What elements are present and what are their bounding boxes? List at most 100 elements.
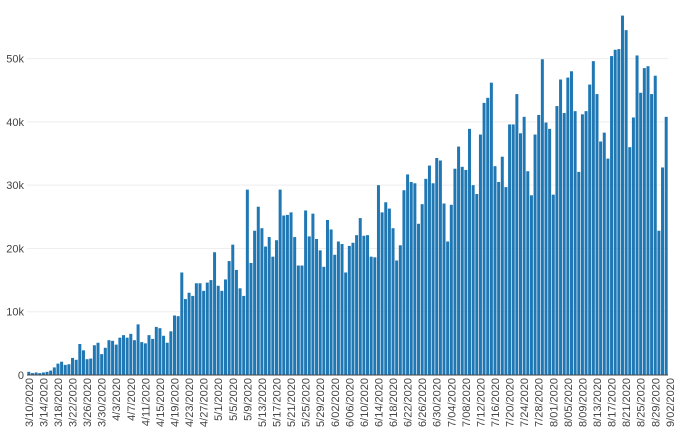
bar (610, 56, 614, 376)
bar (242, 295, 246, 375)
bar (613, 49, 617, 375)
x-tick-label: 7/28/2020 (534, 378, 546, 427)
x-tick-label: 8/05/2020 (563, 378, 575, 427)
bar (118, 337, 122, 375)
bar (427, 165, 431, 375)
bar (81, 350, 85, 375)
x-tick-label: 7/04/2020 (446, 378, 458, 427)
bar (347, 245, 351, 375)
bar (391, 228, 395, 375)
x-tick-label: 6/06/2020 (344, 378, 356, 427)
bar (209, 280, 213, 375)
x-tick-label: 5/13/2020 (257, 378, 269, 427)
bar (336, 241, 340, 375)
bar (216, 285, 220, 375)
bar (256, 206, 260, 375)
bar (380, 212, 384, 375)
bar (366, 235, 370, 375)
bar (52, 367, 56, 375)
bar (49, 370, 53, 375)
x-tick-label: 6/18/2020 (388, 378, 400, 427)
x-tick-label: 7/16/2020 (490, 378, 502, 427)
bar (27, 371, 31, 375)
bar (333, 254, 337, 375)
bar (125, 337, 129, 375)
bar (515, 94, 519, 375)
bar (639, 92, 643, 375)
bar (562, 113, 566, 375)
bar (103, 347, 107, 375)
bar (278, 189, 282, 375)
x-tick-label: 5/25/2020 (301, 378, 313, 427)
bar (260, 228, 264, 375)
bar (373, 257, 377, 375)
bar (493, 166, 497, 375)
bar (267, 237, 271, 375)
bar (34, 372, 38, 375)
bar (642, 68, 646, 376)
x-tick-label: 4/23/2020 (184, 378, 196, 427)
bar (573, 111, 577, 375)
bar (344, 272, 348, 375)
bar (620, 15, 624, 376)
bar (71, 357, 75, 375)
bar (468, 128, 472, 375)
x-tick-label: 5/5/2020 (228, 378, 240, 421)
bar (569, 71, 573, 375)
bar (271, 256, 275, 375)
bar (424, 178, 428, 375)
x-tick-label: 5/1/2020 (213, 378, 225, 421)
bar (395, 260, 399, 375)
bar (511, 124, 515, 376)
bar (402, 190, 406, 375)
bar (107, 340, 111, 375)
bar (475, 194, 479, 375)
bar (387, 208, 391, 375)
bar (355, 235, 359, 375)
y-tick-label: 40k (6, 117, 24, 129)
bar (457, 146, 461, 375)
bar (664, 116, 668, 375)
bar (497, 182, 501, 375)
bar (325, 219, 329, 375)
bar (220, 290, 224, 375)
bar (307, 236, 311, 375)
bar (85, 359, 89, 375)
bar (519, 133, 522, 375)
bar (180, 272, 184, 375)
bar (318, 250, 322, 375)
bar (413, 183, 417, 375)
bar (417, 223, 421, 375)
bar (635, 55, 639, 376)
bar (376, 185, 380, 375)
bar (449, 204, 453, 375)
bar (602, 132, 606, 375)
bar (143, 343, 147, 375)
bar (482, 102, 486, 375)
bar (508, 124, 512, 376)
bar (253, 230, 257, 375)
bar (548, 128, 552, 375)
bar (136, 324, 140, 375)
bar (358, 218, 362, 375)
bar (369, 256, 373, 375)
x-tick-label: 6/22/2020 (403, 378, 415, 427)
bar (544, 122, 548, 375)
bar (92, 345, 96, 375)
bar (584, 111, 588, 375)
y-tick-label: 10k (6, 307, 24, 319)
x-tick-label: 3/14/2020 (38, 378, 50, 427)
bar (60, 361, 64, 375)
bar (122, 335, 126, 375)
bar (264, 246, 268, 375)
bar (132, 340, 136, 375)
bar (274, 240, 278, 375)
x-tick-label: 5/29/2020 (315, 378, 327, 427)
bar (38, 373, 42, 375)
bar (471, 185, 475, 375)
x-tick-label: 9/02/2020 (665, 378, 677, 427)
x-tick-label: 8/25/2020 (636, 378, 648, 427)
bar (442, 203, 446, 375)
bar (446, 241, 450, 375)
